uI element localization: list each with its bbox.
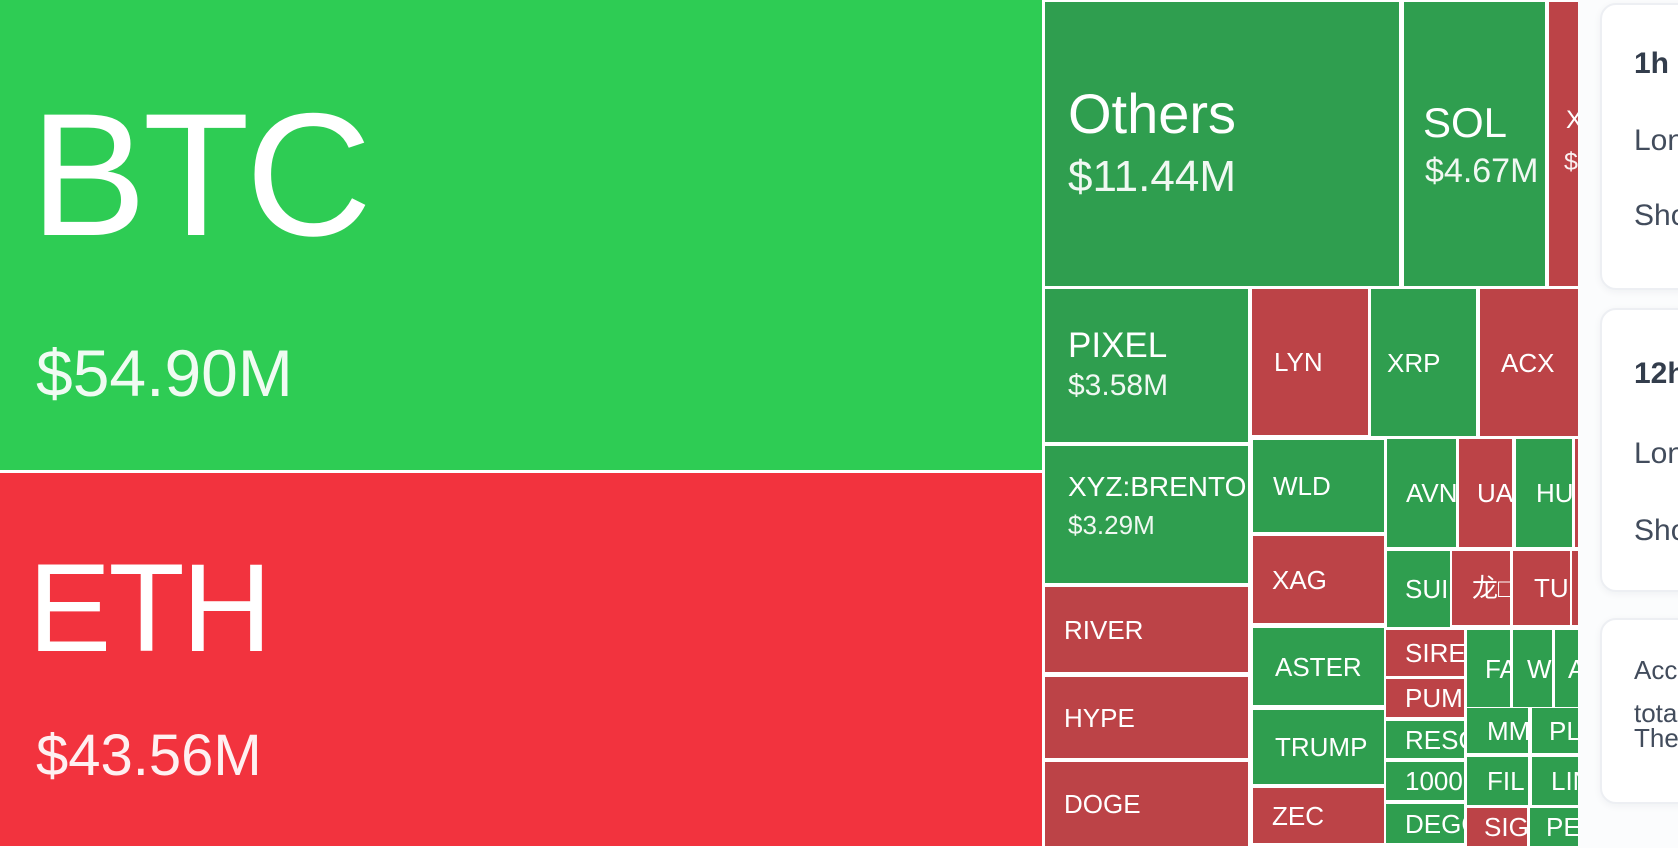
- tile-symbol: A: [1568, 653, 1578, 684]
- treemap-tile-x[interactable]: X $: [1549, 2, 1578, 286]
- tile-value: $: [1564, 148, 1578, 176]
- tile-symbol: ZEC: [1272, 800, 1324, 831]
- treemap-tile-sol[interactable]: SOL $4.67M: [1404, 2, 1545, 286]
- tile-symbol: SIREN: [1405, 638, 1464, 668]
- tile-symbol: TUR: [1534, 573, 1570, 603]
- card-paragraph-line: Acc: [1634, 655, 1678, 685]
- tile-symbol: SIG: [1484, 812, 1527, 842]
- treemap-tile-sig[interactable]: SIG: [1467, 808, 1527, 846]
- tile-value: $3.29M: [1068, 510, 1155, 540]
- card-heading: 1h: [1634, 47, 1670, 80]
- treemap-tile-sui[interactable]: SUI: [1387, 551, 1450, 627]
- tile-value: $54.90M: [36, 336, 293, 410]
- tile-symbol: SUI: [1405, 574, 1449, 604]
- tile-symbol: TRUMP: [1275, 732, 1368, 762]
- tile-symbol: HUI: [1536, 478, 1572, 508]
- card-paragraph-line: tota: [1634, 698, 1678, 728]
- tile-value: $11.44M: [1068, 152, 1236, 201]
- treemap-tile-doge[interactable]: DOGE: [1045, 762, 1248, 846]
- treemap-tile-w[interactable]: W: [1513, 630, 1552, 707]
- treemap-tile-wld[interactable]: WLD: [1253, 440, 1384, 532]
- tile-symbol: AVNT: [1406, 478, 1456, 508]
- treemap-tile-aster[interactable]: ASTER: [1253, 628, 1384, 705]
- treemap-tile-lyn[interactable]: LYN: [1252, 289, 1368, 435]
- news-card-summary[interactable]: Acc tota The: [1600, 618, 1678, 804]
- tile-symbol: RESO: [1405, 724, 1464, 755]
- tile-symbol: FA: [1485, 653, 1510, 684]
- card-line-long: Lon: [1634, 124, 1678, 157]
- treemap-tile-reso[interactable]: RESO: [1386, 721, 1464, 758]
- tile-symbol: Others: [1068, 82, 1237, 145]
- tile-symbol: DEGO: [1405, 808, 1464, 839]
- tile-symbol: ASTER: [1275, 651, 1362, 682]
- treemap-tile-dragon[interactable]: 龙□: [1452, 551, 1510, 625]
- tile-symbol: W: [1527, 653, 1552, 684]
- tile-symbol: XYZ:BRENTOIL: [1068, 471, 1248, 502]
- tile-value: $43.56M: [36, 723, 262, 788]
- treemap-tile-trump[interactable]: TRUMP: [1253, 710, 1384, 784]
- treemap-tile-pl[interactable]: PL: [1532, 708, 1578, 753]
- tile-symbol: WLD: [1273, 471, 1331, 501]
- treemap-tile-others[interactable]: Others $11.44M: [1045, 2, 1399, 286]
- treemap-tile-lin[interactable]: LIN: [1532, 757, 1578, 805]
- treemap-tile-a[interactable]: A: [1555, 630, 1578, 707]
- treemap-tile-eth[interactable]: ETH $43.56M: [0, 473, 1042, 846]
- treemap-tile-btc[interactable]: BTC $54.90M: [0, 0, 1042, 470]
- tile-symbol: RIVER: [1064, 614, 1144, 645]
- treemap-tile-uai[interactable]: UAI: [1459, 439, 1512, 547]
- tile-symbol: FIL: [1487, 766, 1525, 796]
- tile-symbol: DOGE: [1064, 789, 1141, 819]
- news-sidebar: 1h Lon Sho 12h Lon Sho Acc tota The: [1578, 0, 1678, 848]
- news-card-1h[interactable]: 1h Lon Sho: [1600, 3, 1678, 290]
- treemap-tile-xag[interactable]: XAG: [1253, 536, 1384, 623]
- treemap-tile-sliver[interactable]: [1575, 439, 1578, 547]
- card-line-short: Sho: [1634, 514, 1678, 547]
- tile-symbol: LYN: [1274, 347, 1323, 377]
- treemap-tile-pixel[interactable]: PIXEL $3.58M: [1045, 289, 1248, 442]
- tile-symbol: ETH: [28, 539, 272, 678]
- treemap-tile-mmt[interactable]: MMT: [1467, 708, 1528, 753]
- treemap-tile-pe[interactable]: PE: [1530, 808, 1578, 846]
- treemap-tile-zec[interactable]: ZEC: [1253, 788, 1384, 843]
- tile-symbol: MMT: [1487, 715, 1528, 746]
- tile-symbol: PE: [1546, 812, 1578, 842]
- treemap-tile-fa[interactable]: FA: [1467, 630, 1510, 707]
- treemap-tile-xyz-brentoil[interactable]: XYZ:BRENTOIL $3.29M: [1045, 446, 1248, 583]
- tile-symbol: XRP: [1387, 347, 1441, 378]
- tile-symbol: ACX: [1501, 347, 1555, 378]
- treemap-tile-acx[interactable]: ACX: [1480, 289, 1578, 436]
- treemap-tile-siren[interactable]: SIREN: [1386, 630, 1464, 676]
- treemap-tile-fil[interactable]: FIL: [1467, 757, 1528, 805]
- tile-symbol: 1000P: [1405, 766, 1464, 796]
- tile-symbol: UAI: [1477, 478, 1512, 508]
- card-heading: 12h: [1634, 357, 1678, 390]
- treemap-tile-river[interactable]: RIVER: [1045, 587, 1248, 672]
- tile-symbol: PIXEL: [1068, 326, 1168, 365]
- tile-symbol: HYPE: [1064, 702, 1135, 733]
- treemap-tile-dego[interactable]: DEGO: [1386, 804, 1464, 843]
- card-line-short: Sho: [1634, 199, 1678, 232]
- news-card-12h[interactable]: 12h Lon Sho: [1600, 308, 1678, 592]
- tile-symbol: X: [1566, 106, 1578, 134]
- tile-symbol: PUMP: [1405, 683, 1464, 713]
- tile-symbol: XAG: [1272, 564, 1327, 595]
- tile-value: $3.58M: [1068, 369, 1169, 402]
- treemap-tile-hype[interactable]: HYPE: [1045, 677, 1248, 758]
- tile-value: $4.67M: [1425, 152, 1539, 190]
- treemap-tile-sliver[interactable]: [1572, 551, 1578, 625]
- treemap-tile-xrp[interactable]: XRP: [1371, 289, 1476, 436]
- treemap-tile-tur[interactable]: TUR: [1513, 551, 1570, 625]
- treemap-tile-hui[interactable]: HUI: [1516, 439, 1572, 547]
- tile-symbol: BTC: [30, 78, 372, 273]
- tile-symbol: 龙□: [1472, 573, 1510, 603]
- card-line-long: Lon: [1634, 437, 1678, 470]
- card-paragraph-line: The: [1634, 723, 1678, 753]
- treemap-tile-pump[interactable]: PUMP: [1386, 679, 1464, 717]
- treemap-tile-1000p[interactable]: 1000P: [1386, 762, 1464, 800]
- treemap-tile-avnt[interactable]: AVNT: [1387, 439, 1456, 547]
- tile-symbol: SOL: [1423, 99, 1508, 146]
- tile-symbol: LIN: [1551, 766, 1578, 796]
- tile-symbol: PL: [1549, 715, 1578, 746]
